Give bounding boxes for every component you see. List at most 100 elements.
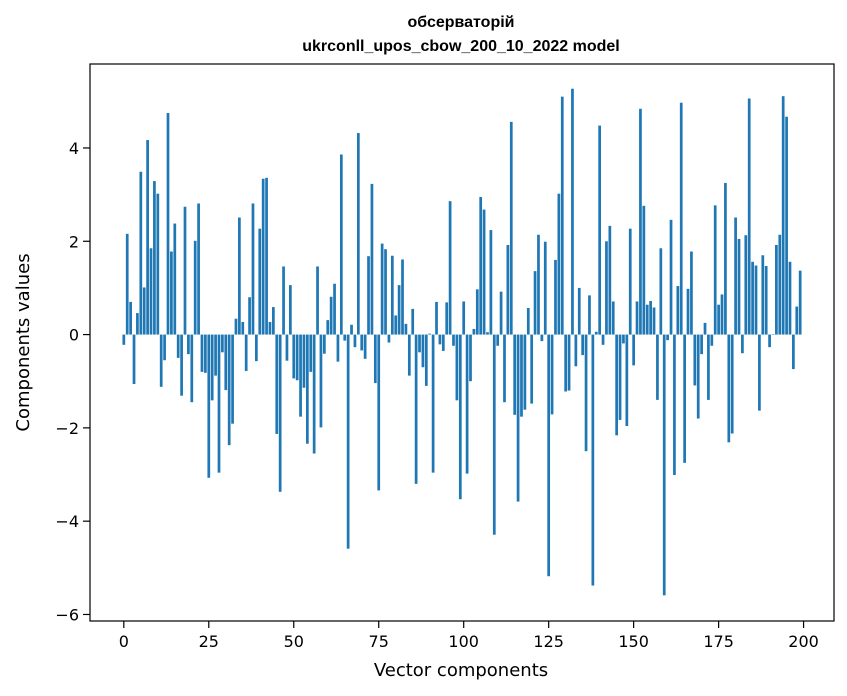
bar-181	[737, 238, 741, 335]
bar-11	[159, 334, 163, 387]
bar-133	[574, 334, 578, 367]
bar-25	[207, 334, 211, 478]
x-tick-label: 75	[369, 632, 389, 651]
bar-193	[778, 234, 782, 335]
bar-62	[333, 283, 336, 335]
bar-169	[696, 334, 700, 419]
bar-116	[516, 334, 520, 502]
x-tick-label: 100	[448, 632, 479, 651]
bar-127	[554, 259, 557, 335]
bar-159	[662, 334, 666, 596]
bar-65	[343, 334, 347, 341]
bar-167	[690, 251, 693, 335]
bar-43	[268, 321, 272, 335]
bar-84	[407, 334, 411, 376]
bar-180	[734, 217, 737, 335]
bar-95	[445, 302, 449, 335]
bar-134	[577, 287, 581, 335]
bar-70	[360, 334, 364, 351]
bar-135	[581, 334, 585, 356]
bar-192	[775, 245, 778, 335]
bar-100	[462, 301, 466, 335]
bar-69	[356, 133, 360, 335]
bar-20	[190, 334, 194, 403]
bar-91	[431, 334, 435, 473]
bar-141	[601, 334, 605, 345]
bar-125	[547, 334, 551, 577]
bar-123	[540, 334, 544, 342]
bar-85	[411, 308, 415, 335]
bar-83	[404, 323, 408, 335]
bar-27	[214, 334, 217, 376]
bar-162	[673, 334, 676, 475]
bar-182	[741, 334, 744, 354]
bar-64	[339, 154, 343, 335]
bar-2	[129, 301, 132, 335]
bar-130	[564, 334, 568, 392]
bar-89	[424, 334, 428, 386]
chart-title-line-1: обсерваторій	[408, 14, 515, 31]
bar-31	[227, 334, 231, 446]
bar-107	[486, 332, 489, 335]
bar-3	[132, 334, 136, 385]
bar-117	[520, 334, 523, 417]
bar-166	[686, 288, 690, 335]
bar-197	[792, 334, 795, 370]
bar-14	[170, 251, 173, 335]
bar-106	[482, 209, 486, 335]
bar-173	[710, 334, 714, 346]
bar-165	[683, 334, 686, 463]
x-tick-label: 50	[284, 632, 304, 651]
bar-153	[642, 205, 646, 335]
bar-10	[156, 193, 160, 335]
bar-152	[639, 108, 642, 335]
bar-55	[309, 334, 313, 372]
bar-172	[707, 334, 710, 400]
bar-114	[509, 121, 513, 335]
bar-103	[472, 328, 476, 335]
bar-48	[285, 334, 289, 361]
bar-90	[428, 333, 432, 335]
bar-59	[322, 334, 326, 354]
bar-175	[717, 304, 720, 335]
bar-33	[234, 318, 238, 335]
bar-68	[353, 334, 357, 348]
bar-154	[645, 304, 649, 335]
bar-171	[703, 322, 707, 335]
bar-142	[605, 241, 608, 335]
bar-94	[441, 334, 445, 351]
bar-105	[479, 196, 483, 335]
bar-57	[316, 266, 319, 335]
bar-88	[421, 334, 425, 368]
bar-6	[142, 287, 146, 335]
bar-196	[788, 261, 792, 335]
bar-148	[625, 334, 629, 426]
bar-56	[312, 334, 316, 454]
bar-21	[193, 240, 197, 335]
bar-87	[418, 334, 421, 353]
bar-146	[618, 334, 622, 420]
bar-164	[679, 102, 683, 335]
bar-61	[329, 296, 333, 335]
bar-194	[781, 96, 785, 335]
y-tick-label: 4	[69, 139, 79, 158]
bar-158	[659, 248, 663, 335]
bar-97	[452, 334, 455, 346]
bar-47	[282, 266, 285, 335]
bar-157	[656, 334, 659, 400]
x-tick-label: 125	[533, 632, 564, 651]
bar-104	[475, 289, 479, 335]
bar-23	[200, 334, 204, 372]
bar-16	[176, 334, 180, 358]
bar-155	[649, 300, 652, 335]
bar-156	[652, 307, 656, 335]
bar-163	[676, 286, 680, 335]
x-tick-label: 200	[788, 632, 819, 651]
bar-118	[523, 334, 527, 410]
bar-15	[173, 223, 177, 335]
bar-199	[798, 270, 802, 335]
bar-121	[533, 271, 537, 335]
bar-144	[611, 301, 615, 335]
bar-120	[530, 334, 534, 404]
